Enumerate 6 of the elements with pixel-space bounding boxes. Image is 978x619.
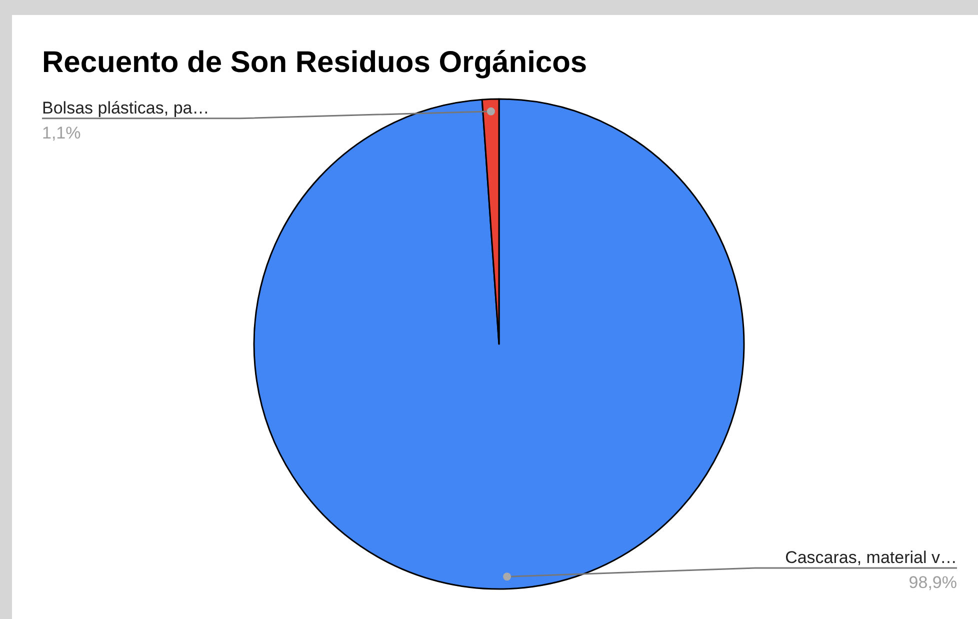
chart-title: Recuento de Son Residuos Orgánicos [42, 46, 588, 79]
data-label: 98,9% [908, 573, 957, 592]
pie-slice [254, 98, 745, 590]
slice-label: Bolsas plásticas, pa… [42, 98, 210, 118]
data-label: 1,1% [42, 123, 81, 142]
slice-label: Cascaras, material v… [785, 548, 957, 567]
